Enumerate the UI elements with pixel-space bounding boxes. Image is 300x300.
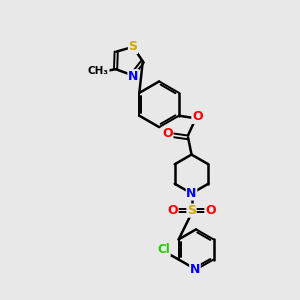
Text: O: O bbox=[167, 204, 178, 217]
Text: O: O bbox=[205, 204, 216, 217]
Text: N: N bbox=[190, 263, 200, 276]
Text: S: S bbox=[128, 40, 137, 53]
Text: N: N bbox=[128, 70, 138, 83]
Text: O: O bbox=[192, 110, 202, 123]
Text: CH₃: CH₃ bbox=[88, 66, 109, 76]
Text: S: S bbox=[187, 204, 196, 217]
Text: Cl: Cl bbox=[158, 243, 170, 256]
Text: O: O bbox=[162, 128, 173, 140]
Text: N: N bbox=[186, 187, 197, 200]
